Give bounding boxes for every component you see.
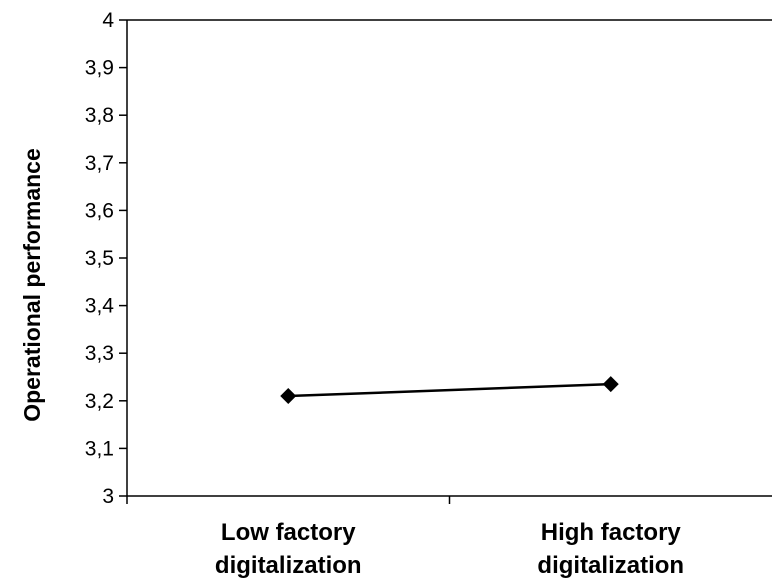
x-category-label: High factory digitalization — [537, 519, 684, 579]
y-tick-label: 3,6 — [85, 199, 114, 222]
series-line — [288, 382, 611, 398]
data-point-marker — [280, 388, 297, 405]
y-axis-title: Operational performance — [19, 148, 45, 422]
axes — [126, 19, 772, 497]
y-ticks: 3 3,1 3,2 3,3 3,4 3,5 3,6 3,7 3,8 3,9 4 — [85, 9, 127, 508]
x-ticks — [126, 496, 451, 504]
x-category-labels: Low factory digitalization High factory dig… — [215, 519, 684, 579]
y-tick-label: 3,7 — [85, 152, 114, 175]
y-tick-label: 3,9 — [85, 57, 114, 80]
y-tick-label: 4 — [102, 9, 114, 32]
y-tick-label: 3,2 — [85, 390, 114, 413]
data-point-marker — [602, 376, 619, 393]
y-tick-label: 3,3 — [85, 342, 114, 365]
y-tick-label: 3,1 — [85, 437, 114, 460]
y-tick-label: 3,5 — [85, 247, 114, 270]
y-tick-label: 3,8 — [85, 104, 114, 127]
y-tick-label: 3,4 — [85, 295, 115, 318]
series-layer — [280, 376, 619, 405]
y-tick-label: 3 — [102, 485, 114, 508]
x-category-label: Low factory digitalization — [215, 519, 362, 579]
